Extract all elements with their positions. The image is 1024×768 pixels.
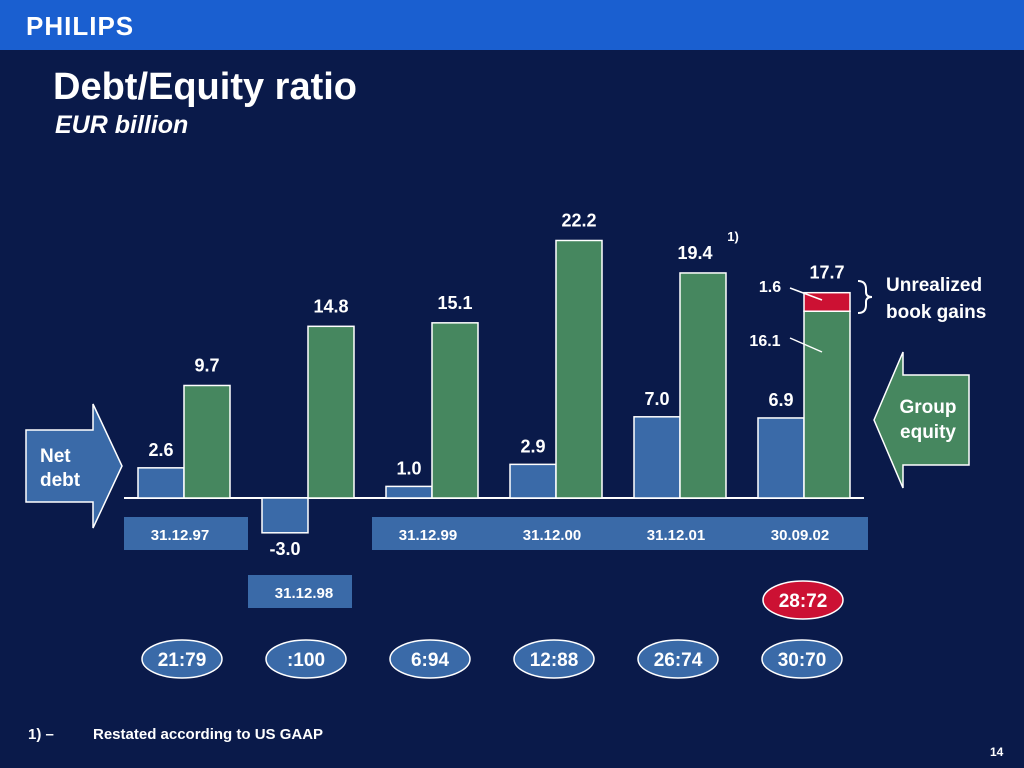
ratio-oval — [637, 639, 719, 679]
unrealized-annotation-line2: book gains — [886, 302, 986, 323]
equity-total-label: 22.2 — [561, 210, 596, 230]
footnote-marker: 1) — [727, 229, 739, 244]
ratio-oval — [265, 639, 347, 679]
equity-total-label: 9.7 — [194, 355, 219, 375]
equity-bar — [803, 310, 851, 499]
footnote-number: 1) – — [28, 726, 54, 743]
equity-total-label: 15.1 — [437, 293, 472, 313]
philips-logo: PHILIPS — [26, 11, 135, 41]
gains-bracket — [857, 280, 873, 314]
header-bar: PHILIPS — [0, 0, 1024, 50]
net-debt-label: 2.6 — [148, 440, 173, 460]
page-number: 14 — [990, 745, 1004, 759]
ratio-label: 12:88 — [530, 650, 579, 671]
date-label: 31.12.97 — [151, 527, 209, 544]
ratio-label: 26:74 — [654, 650, 703, 671]
net-debt-arrow — [25, 403, 123, 529]
net-debt-bar — [509, 463, 557, 499]
group-equity-annotation-line1: Group — [900, 397, 957, 418]
gains-inner-pointer — [789, 287, 823, 301]
equity-total-label: 19.4 — [677, 243, 712, 263]
date-label: 30.09.02 — [771, 527, 829, 544]
net-debt-label: 1.0 — [396, 458, 421, 478]
unrealized-annotation-line1: Unrealized — [886, 275, 982, 296]
date-label-box — [124, 517, 248, 550]
gains-inner-label: 1.6 — [759, 279, 781, 296]
net-debt-bar — [757, 417, 805, 499]
ratio-oval — [513, 639, 595, 679]
extra-ratio-label: 28:72 — [779, 591, 828, 612]
net-debt-label: 7.0 — [644, 389, 669, 409]
net-debt-bar — [385, 485, 433, 499]
equity-total-label: 14.8 — [313, 296, 348, 316]
net-debt-annotation-line1: Net — [40, 446, 71, 467]
date-label-box — [496, 517, 620, 550]
footnote-text: Restated according to US GAAP — [93, 726, 324, 743]
ratio-label: :100 — [287, 650, 325, 671]
equity-inner-label: 16.1 — [749, 333, 780, 350]
ratio-oval — [141, 639, 223, 679]
equity-bar — [679, 272, 727, 499]
date-label: 31.12.01 — [647, 527, 705, 544]
date-label: 31.12.00 — [523, 527, 581, 544]
ratio-label: 21:79 — [158, 650, 207, 671]
date-label: 31.12.99 — [399, 527, 457, 544]
ratio-oval — [761, 639, 843, 679]
group-equity-arrow — [873, 351, 970, 489]
net-debt-annotation-line2: debt — [40, 470, 81, 491]
net-debt-bar — [261, 497, 309, 534]
equity-bar — [307, 325, 355, 499]
net-debt-label: 2.9 — [520, 436, 545, 456]
equity-bar — [431, 322, 479, 499]
date-label-box — [620, 517, 744, 550]
net-debt-label: -3.0 — [269, 539, 300, 559]
date-label-box — [744, 517, 868, 550]
equity-total-label: 17.7 — [809, 263, 844, 283]
ratio-label: 6:94 — [411, 650, 449, 671]
equity-bar — [555, 239, 603, 499]
group-equity-annotation-line2: equity — [900, 422, 956, 443]
date-label-box — [372, 517, 496, 550]
net-debt-bar — [137, 467, 185, 499]
equity-inner-pointer — [789, 337, 823, 353]
extra-ratio-oval — [762, 580, 844, 620]
date-label: 31.12.98 — [275, 585, 333, 602]
equity-bar — [183, 384, 231, 499]
net-debt-bar — [633, 416, 681, 499]
net-debt-label: 6.9 — [768, 390, 793, 410]
page-subtitle: EUR billion — [55, 111, 189, 139]
date-label-box — [248, 575, 352, 608]
page-title: Debt/Equity ratio — [53, 66, 358, 108]
ratio-oval — [389, 639, 471, 679]
ratio-label: 30:70 — [778, 650, 827, 671]
